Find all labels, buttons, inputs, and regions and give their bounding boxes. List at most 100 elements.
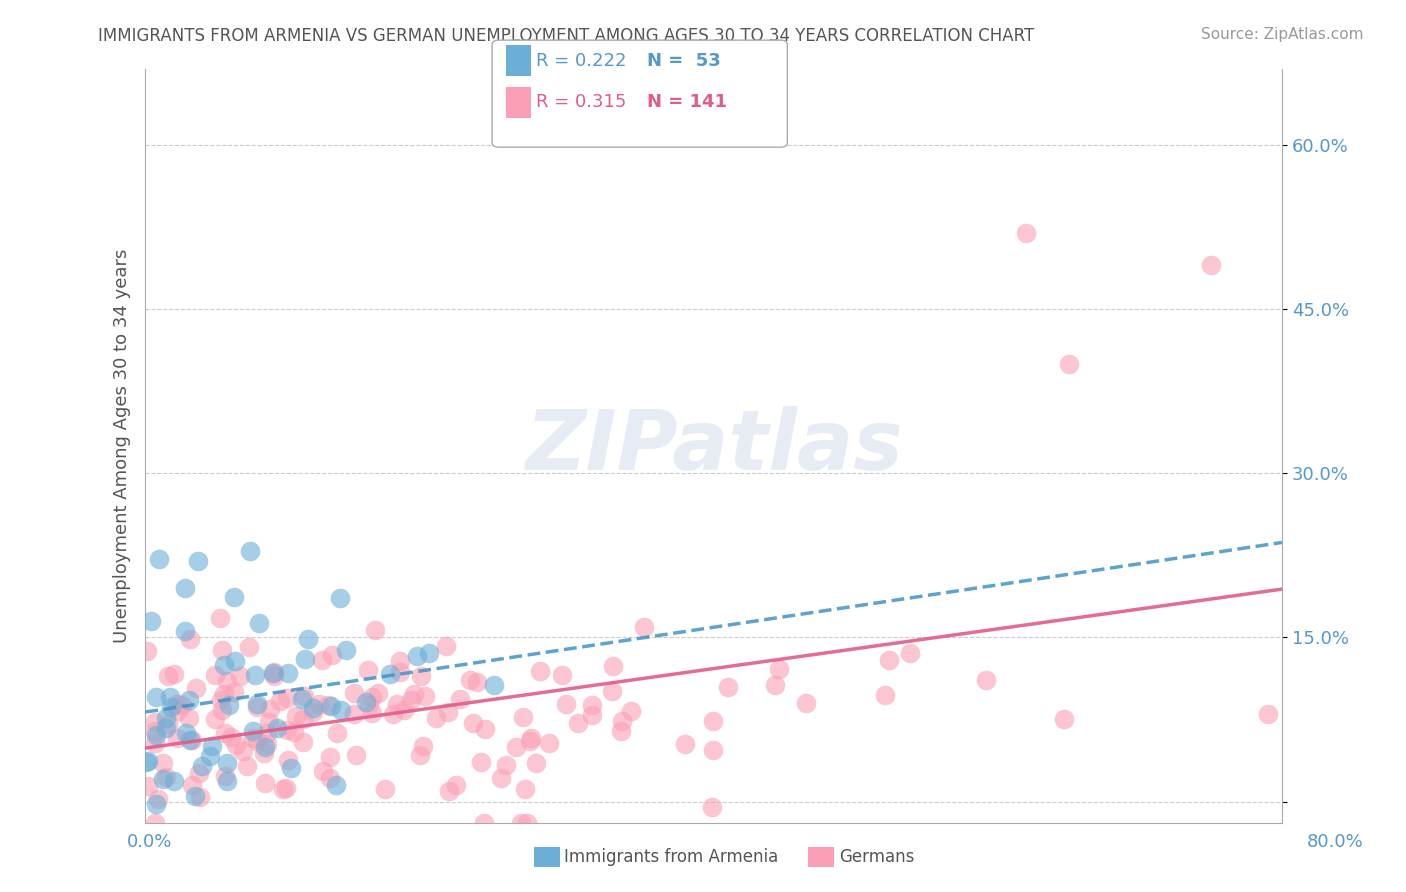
Germans — [463, 716, 485, 731]
Immigrants from Armenia — [249, 616, 271, 631]
Germans — [794, 696, 817, 710]
Germans — [357, 663, 380, 677]
Germans — [495, 758, 517, 772]
Germans — [612, 714, 634, 728]
Germans — [382, 707, 405, 722]
Immigrants from Armenia — [242, 724, 264, 739]
Immigrants from Armenia — [291, 692, 314, 706]
Germans — [449, 691, 471, 706]
Germans — [702, 743, 724, 757]
Germans — [163, 666, 186, 681]
Germans — [277, 753, 299, 767]
Germans — [246, 699, 269, 714]
Text: R = 0.315: R = 0.315 — [536, 93, 626, 111]
Immigrants from Armenia — [152, 772, 174, 786]
Germans — [404, 687, 426, 701]
Y-axis label: Unemployment Among Ages 30 to 34 years: Unemployment Among Ages 30 to 34 years — [114, 249, 131, 643]
Germans — [209, 693, 232, 707]
Germans — [215, 673, 238, 688]
Germans — [389, 654, 412, 668]
Germans — [763, 678, 786, 692]
Immigrants from Armenia — [294, 652, 316, 666]
Germans — [318, 749, 340, 764]
Germans — [717, 680, 740, 694]
Germans — [974, 673, 997, 688]
Germans — [360, 706, 382, 720]
Germans — [276, 690, 298, 705]
Germans — [768, 662, 790, 676]
Germans — [238, 640, 260, 654]
Germans — [364, 624, 387, 638]
Germans — [276, 723, 298, 738]
Germans — [434, 639, 457, 653]
Germans — [444, 778, 467, 792]
Germans — [470, 756, 492, 770]
Germans — [143, 723, 166, 738]
Germans — [567, 716, 589, 731]
Text: N =  53: N = 53 — [647, 52, 720, 70]
Germans — [143, 736, 166, 750]
Germans — [274, 781, 297, 796]
Germans — [505, 739, 527, 754]
Germans — [374, 781, 396, 796]
Germans — [253, 746, 276, 760]
Germans — [214, 769, 236, 783]
Germans — [291, 713, 314, 727]
Germans — [1199, 259, 1222, 273]
Germans — [302, 706, 325, 720]
Germans — [166, 731, 188, 746]
Immigrants from Armenia — [482, 678, 505, 692]
Immigrants from Armenia — [378, 667, 401, 681]
Germans — [610, 723, 633, 738]
Germans — [242, 731, 264, 745]
Immigrants from Armenia — [325, 778, 347, 792]
Germans — [389, 665, 412, 679]
Immigrants from Armenia — [277, 666, 299, 681]
Germans — [263, 669, 285, 683]
Germans — [387, 697, 409, 711]
Germans — [633, 620, 655, 634]
Immigrants from Armenia — [217, 774, 239, 789]
Germans — [256, 737, 278, 751]
Immigrants from Armenia — [148, 551, 170, 566]
Germans — [581, 698, 603, 712]
Germans — [188, 766, 211, 780]
Germans — [516, 816, 538, 830]
Germans — [554, 697, 576, 711]
Germans — [136, 644, 159, 658]
Germans — [602, 658, 624, 673]
Immigrants from Armenia — [246, 697, 269, 711]
Immigrants from Armenia — [218, 698, 240, 712]
Germans — [367, 686, 389, 700]
Germans — [146, 792, 169, 806]
Immigrants from Armenia — [174, 581, 197, 595]
Text: R = 0.222: R = 0.222 — [536, 52, 626, 70]
Germans — [513, 782, 536, 797]
Germans — [311, 653, 333, 667]
Germans — [259, 702, 281, 716]
Immigrants from Armenia — [297, 632, 319, 646]
Germans — [222, 684, 245, 698]
Germans — [551, 667, 574, 681]
Germans — [409, 669, 432, 683]
Germans — [524, 756, 547, 770]
Germans — [1257, 706, 1279, 721]
Immigrants from Armenia — [174, 726, 197, 740]
Germans — [143, 714, 166, 729]
Germans — [875, 688, 897, 702]
Immigrants from Armenia — [329, 591, 352, 605]
Germans — [408, 747, 430, 762]
Immigrants from Armenia — [253, 740, 276, 755]
Germans — [167, 704, 190, 718]
Germans — [166, 698, 188, 712]
Germans — [292, 690, 315, 704]
Germans — [214, 726, 236, 740]
Germans — [401, 692, 423, 706]
Germans — [537, 736, 560, 750]
Immigrants from Armenia — [239, 543, 262, 558]
Germans — [211, 642, 233, 657]
Germans — [620, 704, 643, 718]
Germans — [156, 669, 179, 683]
Germans — [190, 789, 212, 804]
Text: Germans: Germans — [839, 848, 915, 866]
